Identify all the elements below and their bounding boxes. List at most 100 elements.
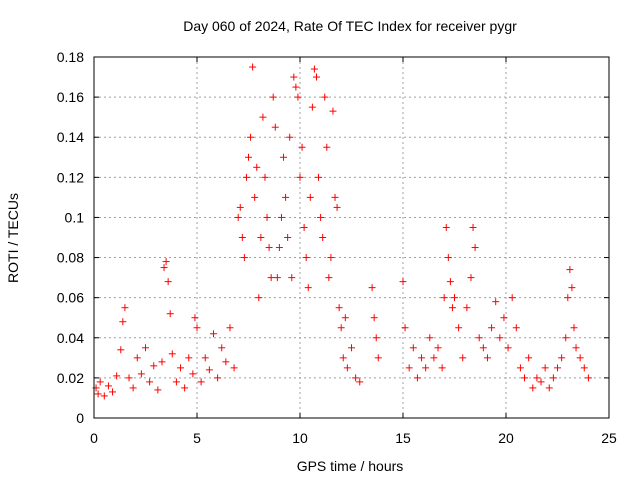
- data-point: [525, 354, 533, 362]
- y-axis-ticks: 0 0.02 0.04 0.06 0.08 0.1 0.12 0.14 0.16 0.18: [57, 49, 609, 426]
- y-tick-label: 0.18: [57, 49, 84, 65]
- data-point: [545, 384, 553, 392]
- y-tick-label: 0: [76, 410, 84, 426]
- data-point: [529, 384, 537, 392]
- data-point: [193, 324, 201, 332]
- data-point: [109, 388, 117, 396]
- data-point: [214, 374, 222, 382]
- data-point: [209, 330, 217, 338]
- data-point: [533, 374, 541, 382]
- data-point: [463, 304, 471, 312]
- data-point: [492, 298, 500, 306]
- data-point: [512, 324, 520, 332]
- data-point: [298, 143, 306, 151]
- data-point: [247, 133, 255, 141]
- x-tick-label: 15: [395, 430, 411, 446]
- x-tick-label: 10: [292, 430, 308, 446]
- data-point: [261, 173, 269, 181]
- y-tick-label: 0.08: [57, 250, 84, 266]
- data-point: [323, 143, 331, 151]
- data-point: [269, 93, 277, 101]
- data-point: [315, 173, 323, 181]
- data-point: [564, 294, 572, 302]
- data-point: [442, 223, 450, 231]
- data-point: [467, 274, 475, 282]
- data-point: [566, 266, 574, 274]
- data-point: [288, 274, 296, 282]
- y-tick-label: 0.12: [57, 169, 84, 185]
- data-point: [257, 234, 265, 241]
- data-point: [521, 374, 529, 382]
- data-point: [471, 244, 479, 252]
- data-point: [448, 304, 456, 312]
- data-point: [500, 314, 508, 322]
- data-point: [275, 244, 283, 252]
- data-point: [119, 318, 127, 326]
- data-point: [158, 358, 166, 366]
- chart-title: Day 060 of 2024, Rate Of TEC Index for r…: [183, 18, 517, 34]
- data-point: [430, 354, 438, 362]
- data-point: [162, 258, 170, 266]
- data-point: [185, 354, 193, 362]
- data-point: [255, 294, 263, 302]
- data-point: [117, 346, 125, 354]
- x-tick-label: 5: [193, 430, 201, 446]
- data-point: [181, 384, 189, 392]
- data-point: [104, 382, 112, 390]
- grid-lines: [94, 57, 609, 418]
- data-point: [475, 334, 483, 342]
- data-point: [205, 366, 213, 374]
- data-point: [413, 374, 421, 382]
- x-axis-label: GPS time / hours: [297, 458, 404, 474]
- data-point: [197, 378, 205, 386]
- data-point: [129, 384, 137, 392]
- data-point: [335, 304, 343, 312]
- y-tick-label: 0.04: [57, 330, 84, 346]
- data-point: [142, 344, 149, 352]
- data-point: [230, 364, 238, 372]
- data-point: [245, 153, 252, 161]
- data-point: [238, 234, 246, 241]
- data-point: [341, 314, 349, 322]
- data-point: [576, 354, 584, 362]
- x-tick-label: 20: [498, 430, 514, 446]
- data-point: [154, 386, 162, 394]
- data-point: [409, 344, 417, 352]
- data-point: [189, 370, 197, 378]
- data-point: [265, 244, 273, 252]
- data-point: [234, 213, 242, 221]
- data-point: [572, 344, 580, 352]
- data-point: [339, 354, 347, 362]
- data-point: [150, 362, 158, 370]
- data-point: [444, 254, 452, 262]
- data-point: [294, 93, 302, 101]
- data-point: [469, 223, 477, 231]
- data-point: [516, 364, 524, 372]
- data-point: [580, 364, 588, 372]
- data-point: [568, 284, 576, 292]
- data-point: [226, 324, 234, 332]
- data-point: [308, 103, 316, 111]
- data-point: [113, 372, 121, 380]
- data-point: [177, 364, 185, 372]
- data-point: [304, 284, 312, 292]
- plot-frame: [93, 56, 610, 419]
- data-point: [160, 264, 168, 272]
- data-point: [405, 364, 413, 372]
- data-point: [166, 310, 174, 318]
- y-tick-label: 0.06: [57, 290, 84, 306]
- y-tick-label: 0.02: [57, 370, 84, 386]
- data-point: [549, 374, 557, 382]
- data-point: [201, 354, 209, 362]
- data-point: [96, 378, 104, 386]
- y-tick-label: 0.14: [57, 129, 84, 145]
- data-point: [300, 223, 308, 231]
- data-point: [312, 73, 320, 81]
- data-point: [172, 378, 180, 386]
- data-point: [558, 354, 566, 362]
- data-point: [319, 234, 327, 241]
- data-point: [125, 374, 133, 382]
- data-point: [451, 294, 458, 302]
- data-point: [418, 354, 426, 362]
